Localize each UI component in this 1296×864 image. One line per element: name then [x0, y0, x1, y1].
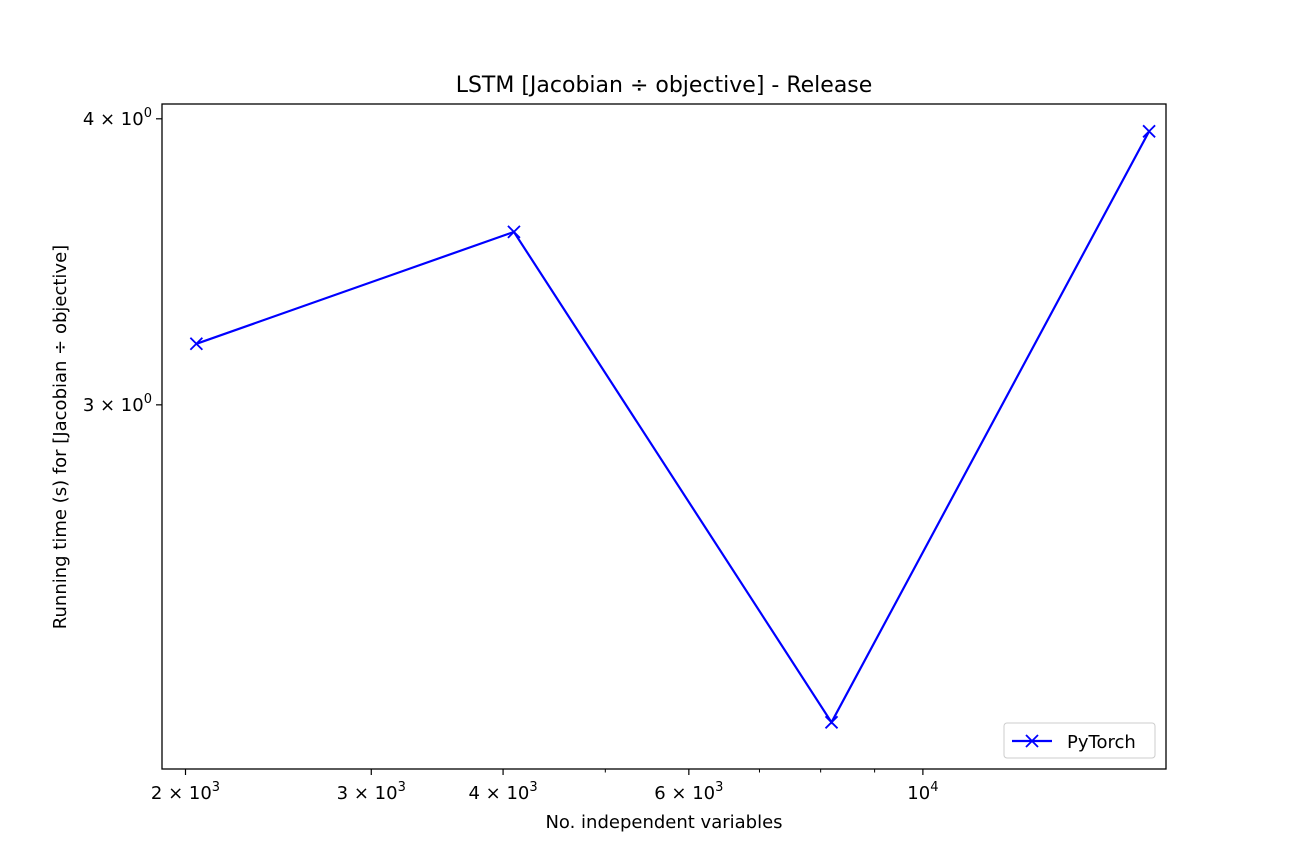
- data-point-marker: [824, 715, 839, 729]
- chart-title: LSTM [Jacobian ÷ objective] - Release: [456, 73, 873, 98]
- legend-box: [1003, 722, 1156, 759]
- x-axis-label: No. independent variables: [545, 812, 782, 833]
- plot-frame: [161, 103, 1167, 770]
- x-tick-label: 4 × 103: [468, 780, 537, 804]
- data-point-marker: [507, 225, 521, 239]
- x-tick-label: 6 × 103: [654, 780, 723, 804]
- legend: PyTorch: [1003, 722, 1156, 759]
- y-axis-label: Running time (s) for [Jacobian ÷ objecti…: [50, 245, 71, 629]
- x-tick-label: 104: [907, 780, 938, 804]
- legend-label-pytorch: PyTorch: [1067, 732, 1136, 753]
- plot-background: [162, 104, 1166, 769]
- y-tick-label: 3 × 100: [83, 392, 152, 416]
- data-point-marker: [1142, 124, 1156, 138]
- y-tick-label: 4 × 100: [83, 106, 152, 130]
- data-point-marker: [189, 337, 204, 351]
- x-axis-ticks: 2 × 103 3 × 103 4 × 103 6 × 103 104: [151, 769, 938, 804]
- legend-marker: [1025, 734, 1039, 748]
- series-layer: [189, 124, 1156, 729]
- x-tick-label: 3 × 103: [337, 780, 406, 804]
- series-line-pytorch: [196, 130, 1151, 725]
- x-tick-label: 2 × 103: [151, 780, 220, 804]
- y-axis-ticks: 3 × 100 4 × 100: [83, 106, 162, 416]
